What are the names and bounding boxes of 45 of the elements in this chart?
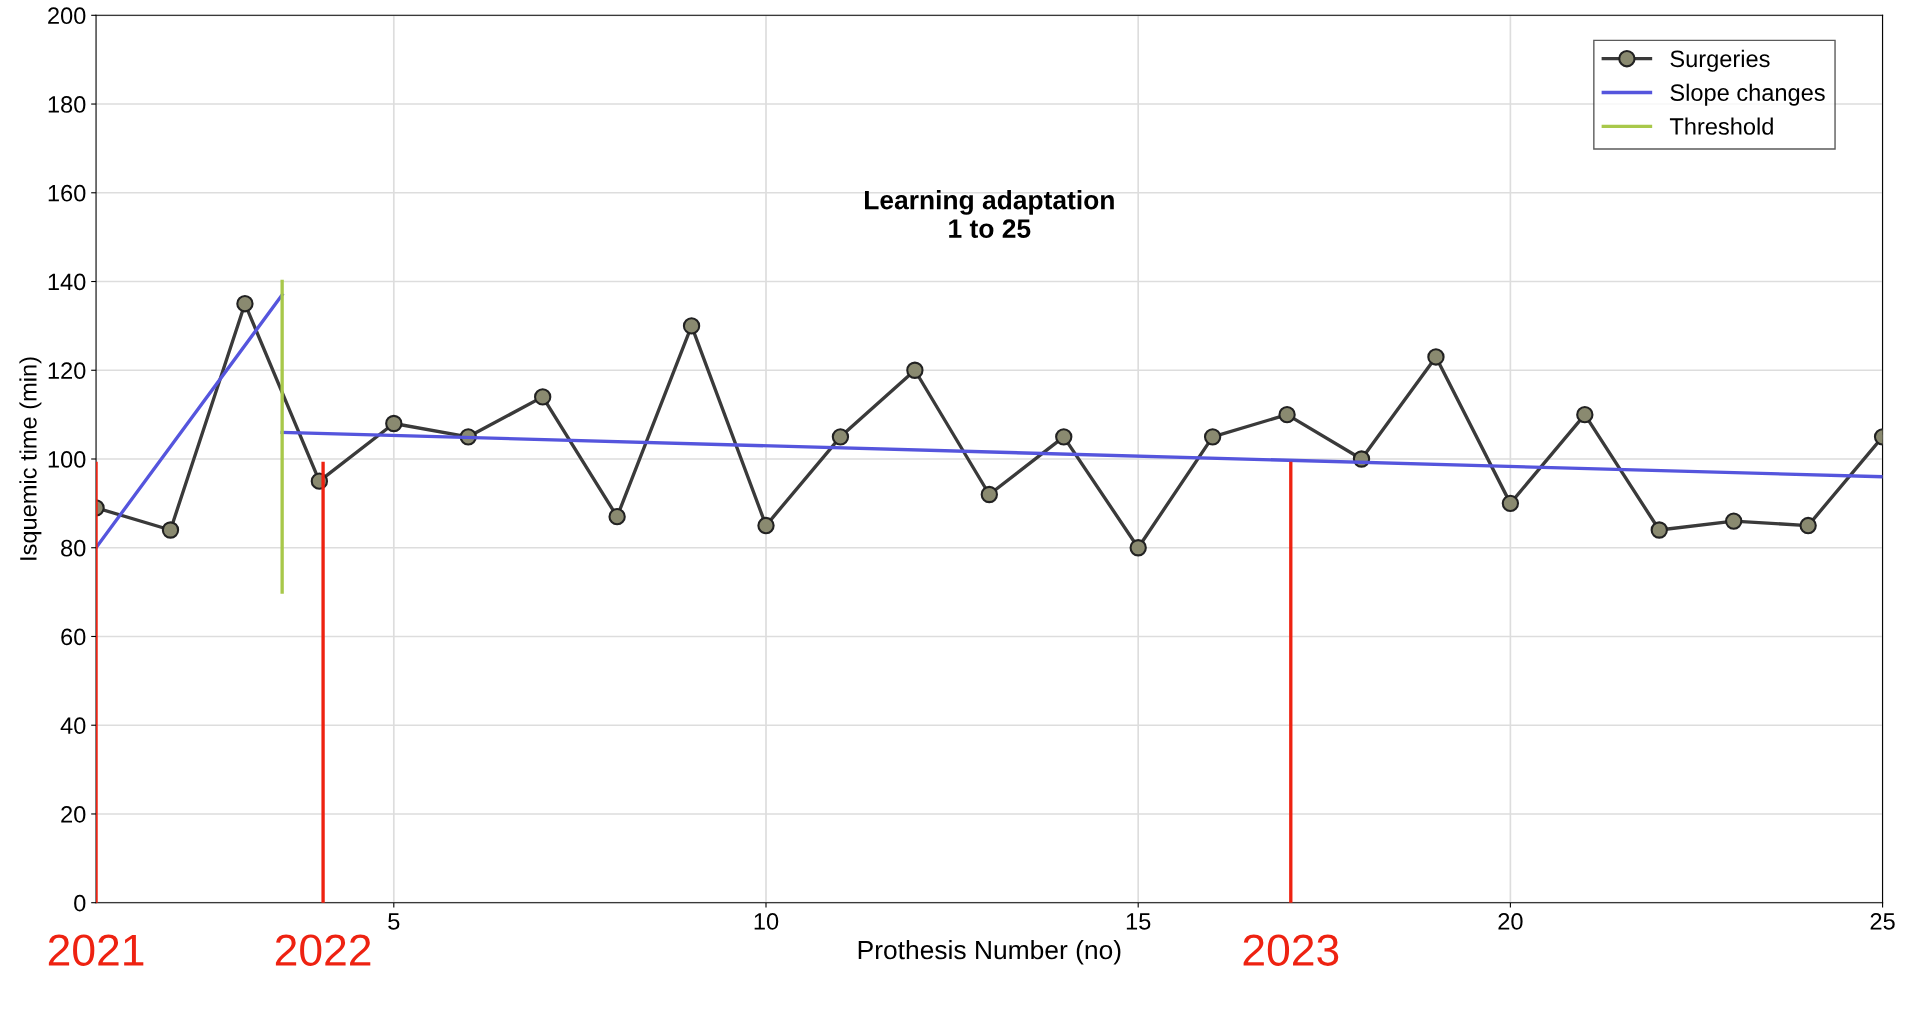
y-tick-label: 60 xyxy=(61,628,86,646)
point xyxy=(1650,521,1668,539)
x-tick-label: 5 xyxy=(388,913,400,930)
point xyxy=(980,485,998,504)
annotation: 2021 xyxy=(48,934,144,966)
annotation: 2023 xyxy=(1243,934,1339,966)
point xyxy=(1129,539,1147,557)
legend-label: Threshold xyxy=(1669,117,1773,135)
x-tick-label: 15 xyxy=(1126,913,1151,930)
y-tick-label: 140 xyxy=(48,273,86,291)
legend-label: Slope changes xyxy=(1670,83,1825,106)
text: Learning adaptation 1 to 25 xyxy=(865,190,1114,238)
x-tick-label: 10 xyxy=(754,913,779,930)
y-tick-label: 180 xyxy=(48,96,86,113)
y-tick-label: 40 xyxy=(60,717,86,735)
y-tick-label: 200 xyxy=(48,7,86,25)
point xyxy=(1055,428,1073,446)
point xyxy=(1501,494,1520,513)
point xyxy=(1427,348,1445,366)
point xyxy=(1799,516,1817,535)
y-tick-label: 20 xyxy=(61,806,86,823)
x-tick-label: 25 xyxy=(1870,913,1895,930)
y-tick-label: 120 xyxy=(48,362,86,380)
point xyxy=(831,428,850,446)
point xyxy=(385,414,403,433)
x-axis-title: Prothesis Number (no) xyxy=(858,939,1121,965)
point xyxy=(161,521,180,539)
point xyxy=(1576,405,1594,424)
point xyxy=(757,516,775,535)
point xyxy=(906,361,924,379)
legend-label: Surgeries xyxy=(1670,49,1770,72)
y-tick-label: 100 xyxy=(48,451,86,468)
y-tick-label: 160 xyxy=(48,184,86,202)
point xyxy=(608,508,626,526)
point xyxy=(1278,405,1296,424)
y-tick-label: 0 xyxy=(74,894,86,912)
point xyxy=(1203,428,1222,446)
point xyxy=(1725,512,1743,530)
point xyxy=(682,317,701,335)
x-tick-label: 20 xyxy=(1498,913,1523,930)
annotation: 2022 xyxy=(275,934,371,966)
y-tick-label: 80 xyxy=(61,539,86,557)
y-axis-title: Isquemic time (min) xyxy=(19,357,42,560)
point xyxy=(534,388,552,406)
point xyxy=(236,295,254,313)
